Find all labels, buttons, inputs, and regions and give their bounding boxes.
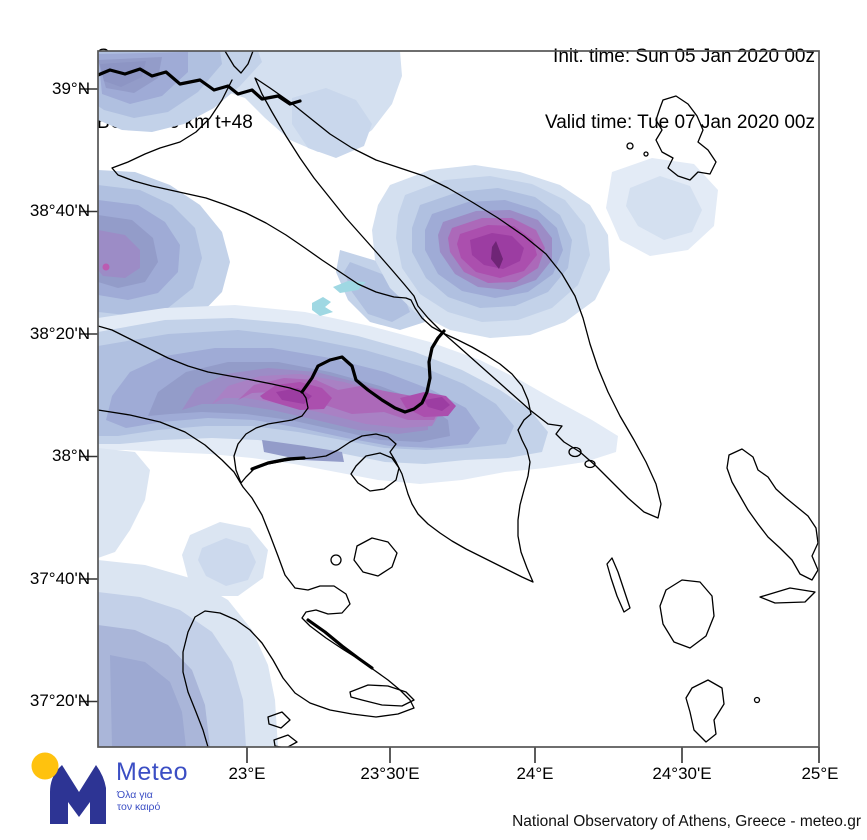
logo-brand: Meteo [116,758,188,786]
coast-kea [659,579,715,649]
coast-hydra [349,684,415,707]
logo-m-icon [50,765,106,824]
coast-evia [254,77,662,519]
lat-label-3820n: 38°20'N [29,324,90,343]
coast-spetses [273,734,298,747]
region-boundaries [98,67,446,670]
logo-tagline: Όλα για τον καιρό [117,789,161,813]
lat-label-38n: 38°N [52,446,90,465]
footer-credit: National Observatory of Athens, Greece -… [512,813,861,830]
lat-label-39n: 39°N [52,79,90,98]
axis-ticks [80,88,820,763]
lat-label-3740n: 37°40'N [29,569,90,588]
boundary-megara [250,456,306,471]
lat-label-3840n: 38°40'N [29,201,90,220]
coast-kythnos [685,679,725,743]
lon-label-25e: 25°E [801,764,839,783]
coast-mainland [98,79,534,583]
lon-label-2330e: 23°30'E [360,764,420,783]
coast-aegina [353,537,398,577]
lat-label-3720n: 37°20'N [29,691,90,710]
coast-makronisos [606,557,631,613]
valid-time: Valid time: Tue 07 Jan 2020 00z [544,112,815,133]
logo-dot-icon [31,752,59,780]
boundary-north [98,67,302,106]
lake-paralimni [312,297,333,316]
lon-label-2430e: 24°30'E [652,764,712,783]
coast-skyros [655,95,717,181]
meteo-logo: Meteo Όλα για τον καιρό [28,752,218,832]
coast-salamina [350,452,400,492]
lon-label-23e: 23°E [228,764,266,783]
boundary-attica [300,329,446,414]
snow-contours [98,51,718,747]
coast-dokos [267,711,291,729]
coast-andros [726,448,819,581]
meteo-logo-mark [31,752,106,824]
boundary-argolis [306,618,374,670]
coast-gyaros [759,587,816,604]
map-border [97,50,820,748]
lon-label-24e: 24°E [516,764,554,783]
